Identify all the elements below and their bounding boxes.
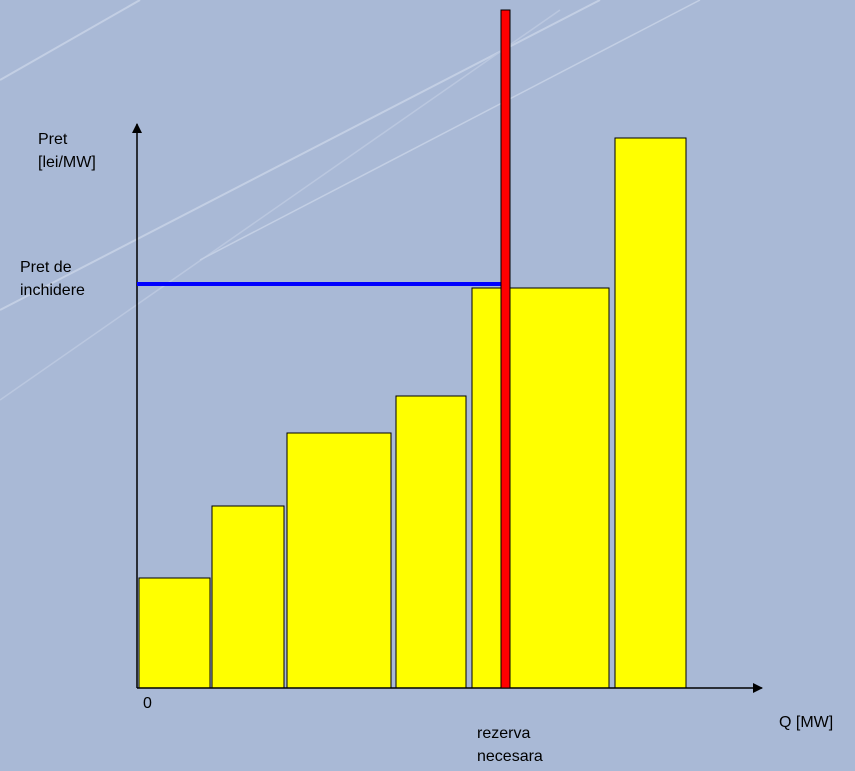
- background-decoration: [0, 0, 701, 401]
- reserve-label-line1: rezerva: [477, 725, 531, 742]
- closing-price-label-line1: Pret de: [20, 259, 72, 276]
- offer-bar-6: [614, 137, 687, 689]
- bars-group: [138, 137, 687, 689]
- closing-price-label-line2: inchidere: [20, 282, 85, 299]
- reserve-label-line2: necesara: [477, 748, 543, 765]
- offer-bar-1: [138, 577, 211, 689]
- offer-bar-3: [286, 432, 392, 689]
- y-axis-label-line1: Pret: [38, 131, 68, 148]
- offer-bar-5: [471, 287, 610, 689]
- x-axis-label: Q [MW]: [779, 714, 834, 731]
- required-reserve-line: [500, 9, 511, 689]
- offer-bar-4: [395, 395, 467, 689]
- offer-bar-2: [211, 505, 285, 689]
- origin-label: 0: [143, 695, 152, 712]
- y-axis-label-line2: [lei/MW]: [38, 154, 96, 171]
